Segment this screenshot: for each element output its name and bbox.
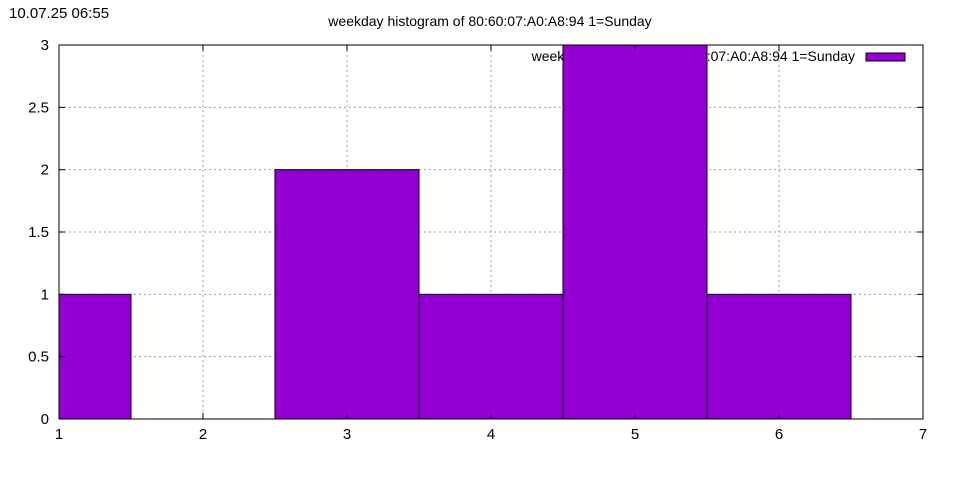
timestamp: 10.07.25 06:55: [9, 5, 109, 22]
histogram-bar: [706, 293, 852, 420]
y-tick-label: 0.5: [28, 349, 49, 366]
histogram-bar: [562, 44, 708, 420]
histogram-bar: [418, 293, 564, 420]
legend-swatch: [865, 52, 906, 62]
y-tick-label: 0: [41, 411, 49, 428]
x-tick-label: 4: [487, 426, 495, 443]
x-tick-label: 2: [199, 426, 207, 443]
y-tick-label: 3: [41, 37, 49, 54]
histogram-bar: [274, 169, 420, 420]
y-tick-label: 1: [41, 286, 49, 303]
x-tick-label: 6: [775, 426, 783, 443]
y-tick-label: 1.5: [28, 224, 49, 241]
y-tick-label: 2: [41, 162, 49, 179]
x-tick-label: 7: [919, 426, 927, 443]
histogram-bar: [58, 293, 132, 420]
x-tick-label: 5: [631, 426, 639, 443]
x-tick-label: 1: [55, 426, 63, 443]
axis-ticks: 0 0.5 1 1.5 2 2.5 3 1 2 3 4 5 6 7: [28, 37, 927, 443]
y-tick-label: 2.5: [28, 99, 49, 116]
x-tick-label: 3: [343, 426, 351, 443]
chart-title: weekday histogram of 80:60:07:A0:A8:94 1…: [327, 13, 651, 29]
